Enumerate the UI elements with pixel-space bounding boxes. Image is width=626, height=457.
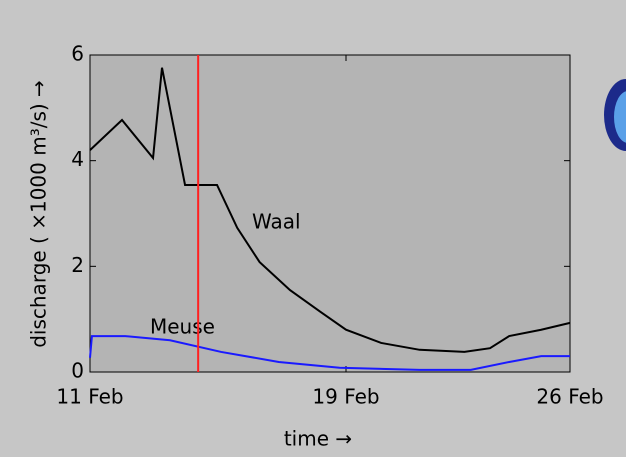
y-axis-label: discharge ( ×1000 m³/s) →	[27, 80, 51, 348]
series-line	[89, 67, 571, 353]
cropped-image-inner	[614, 91, 626, 143]
x-tick-label: 11 Feb	[56, 385, 123, 409]
x-tick-label: 19 Feb	[312, 385, 379, 409]
y-tick-label: 0	[71, 359, 84, 383]
annotation: Meuse	[150, 315, 215, 339]
annotation: Waal	[252, 210, 301, 234]
x-axis-label: time →	[284, 427, 352, 451]
y-tick-label: 4	[71, 147, 84, 171]
y-tick-label: 2	[71, 253, 84, 277]
x-tick-label: 26 Feb	[536, 385, 603, 409]
y-tick-label: 6	[71, 42, 84, 66]
series-line	[89, 335, 570, 371]
